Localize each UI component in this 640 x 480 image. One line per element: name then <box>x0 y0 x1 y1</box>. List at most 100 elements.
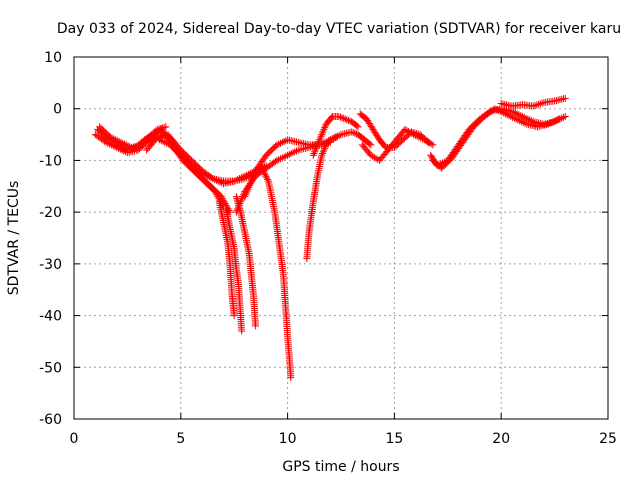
data-point <box>551 117 559 125</box>
data-point <box>561 112 569 120</box>
data-point <box>122 141 130 149</box>
series-track-13 <box>309 112 362 159</box>
data-point <box>325 137 333 145</box>
data-point <box>124 142 132 150</box>
data-point <box>370 127 378 135</box>
x-tick-label: 20 <box>492 431 510 447</box>
data-point <box>311 148 319 156</box>
data-point <box>133 142 141 150</box>
data-point <box>318 150 326 158</box>
data-point <box>319 127 327 135</box>
data-point <box>110 135 118 143</box>
data-point <box>115 144 122 152</box>
data-point <box>264 175 272 183</box>
data-point <box>280 153 288 161</box>
data-point <box>501 110 509 118</box>
series-track-16 <box>358 125 437 164</box>
data-point <box>159 137 167 145</box>
data-point <box>158 124 166 132</box>
data-point <box>351 129 359 137</box>
data-point <box>106 133 114 141</box>
data-point <box>198 169 206 177</box>
data-point <box>282 152 290 160</box>
data-point <box>515 111 523 119</box>
data-point <box>112 136 120 144</box>
data-point <box>311 146 319 154</box>
data-point <box>238 194 246 202</box>
data-point <box>522 114 530 122</box>
plot-frame <box>73 56 609 420</box>
data-point <box>161 138 169 146</box>
data-point <box>338 114 346 122</box>
data-point <box>318 129 326 137</box>
data-point <box>278 154 286 162</box>
data-point <box>366 140 374 148</box>
data-point <box>321 122 329 130</box>
series-track-07 <box>222 203 246 335</box>
data-point <box>344 116 352 124</box>
data-point <box>207 174 215 182</box>
data-point <box>496 107 504 115</box>
data-point <box>538 99 546 107</box>
series-track-03 <box>96 123 170 151</box>
data-point <box>321 124 329 132</box>
data-point <box>332 133 340 141</box>
data-point <box>108 134 116 142</box>
data-point <box>343 116 351 124</box>
data-point <box>106 140 114 148</box>
data-point <box>550 118 558 126</box>
data-point <box>276 139 284 147</box>
data-point <box>153 125 161 133</box>
data-point <box>261 171 269 179</box>
data-point <box>309 151 317 159</box>
data-series <box>91 94 569 382</box>
data-point <box>287 374 295 382</box>
data-point <box>553 116 561 124</box>
data-point <box>109 142 117 150</box>
data-point <box>363 115 371 123</box>
data-point <box>107 141 115 149</box>
data-point <box>238 327 246 335</box>
grid-lines <box>74 57 608 419</box>
data-point <box>118 146 126 154</box>
data-point <box>513 110 521 118</box>
data-point <box>410 131 418 139</box>
data-point <box>119 139 127 147</box>
data-point <box>312 144 320 152</box>
data-point <box>333 132 341 140</box>
data-point <box>533 101 541 109</box>
data-point <box>135 141 143 149</box>
data-point <box>415 133 423 141</box>
data-point <box>280 137 288 145</box>
data-point <box>511 109 519 117</box>
data-point <box>429 141 437 149</box>
data-point <box>317 132 325 140</box>
data-point <box>275 140 283 148</box>
x-tick-label: 0 <box>70 431 79 447</box>
data-point <box>260 167 268 175</box>
data-point <box>131 142 139 150</box>
data-point <box>293 147 300 155</box>
data-point <box>353 122 361 130</box>
data-point <box>318 151 326 159</box>
data-point <box>519 119 527 127</box>
data-point <box>328 135 336 143</box>
y-tick-label: -40 <box>39 309 62 325</box>
data-point <box>260 169 268 177</box>
data-point <box>367 141 375 149</box>
data-point <box>560 113 567 121</box>
data-point <box>510 114 518 122</box>
data-point <box>162 123 170 131</box>
data-point <box>204 172 211 180</box>
data-point <box>352 130 360 138</box>
data-point <box>317 140 325 148</box>
data-point <box>157 137 165 145</box>
data-point <box>120 147 128 155</box>
data-point <box>234 205 242 213</box>
data-point <box>516 117 524 125</box>
data-point <box>104 139 112 147</box>
data-point <box>313 143 321 151</box>
series-track-14 <box>316 128 375 149</box>
data-point <box>493 106 501 114</box>
